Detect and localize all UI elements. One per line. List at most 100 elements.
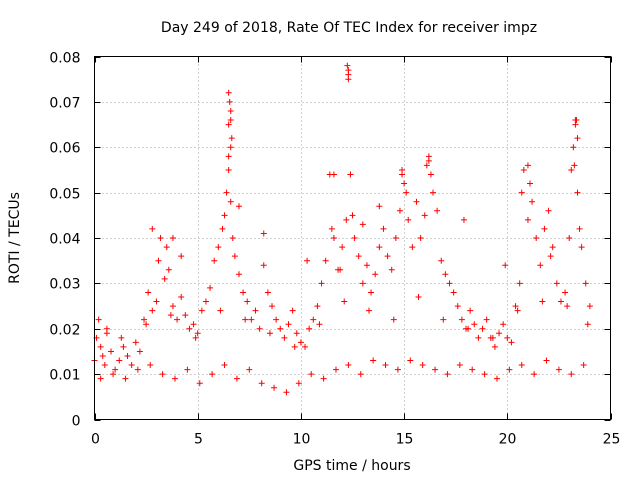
- data-point: [330, 171, 337, 178]
- data-point: [337, 266, 344, 273]
- data-point: [215, 244, 222, 251]
- data-point: [285, 321, 292, 328]
- data-point: [225, 121, 232, 128]
- x-axis-label: GPS time / hours: [293, 458, 410, 474]
- data-point: [415, 293, 422, 300]
- data-point: [582, 280, 589, 287]
- data-point: [118, 334, 125, 341]
- data-point: [295, 380, 302, 387]
- data-point: [169, 235, 176, 241]
- data-point: [427, 171, 434, 178]
- data-point: [425, 153, 432, 160]
- x-tick-label: 10: [293, 432, 311, 448]
- data-point: [149, 307, 156, 314]
- y-tick-label: 0.03: [49, 277, 80, 293]
- data-point: [192, 334, 199, 341]
- data-point: [190, 321, 197, 328]
- data-point: [388, 266, 395, 273]
- data-point: [171, 375, 178, 382]
- data-point: [403, 189, 410, 196]
- data-point: [344, 62, 351, 69]
- data-point: [330, 235, 337, 241]
- data-point: [531, 371, 538, 378]
- data-point: [465, 325, 472, 332]
- data-point: [273, 316, 280, 323]
- data-point: [405, 216, 412, 223]
- data-point: [196, 380, 203, 387]
- data-point: [566, 235, 573, 241]
- data-point: [235, 203, 242, 210]
- data-point: [438, 257, 445, 264]
- data-point: [186, 325, 193, 332]
- data-point: [101, 362, 108, 369]
- data-point: [355, 253, 362, 260]
- data-point: [570, 144, 577, 151]
- data-point: [442, 271, 449, 278]
- data-point: [572, 121, 579, 128]
- data-point: [256, 325, 263, 332]
- data-point: [316, 321, 323, 328]
- data-point: [227, 198, 234, 205]
- y-tick-label: 0.05: [49, 187, 80, 203]
- data-point: [322, 257, 329, 264]
- data-point: [194, 330, 201, 337]
- x-tick-label: 5: [194, 432, 203, 448]
- data-point: [167, 312, 174, 319]
- y-tick-label: 0.04: [49, 232, 80, 248]
- data-point: [541, 225, 548, 232]
- data-point: [157, 235, 164, 241]
- data-point: [174, 316, 181, 323]
- data-point: [209, 371, 216, 378]
- data-point: [512, 303, 519, 310]
- data-point: [269, 303, 276, 310]
- data-point: [450, 289, 457, 296]
- data-point: [318, 280, 325, 287]
- y-tick-label: 0.06: [49, 141, 80, 157]
- data-point: [518, 189, 525, 196]
- data-point: [502, 262, 509, 269]
- data-point: [504, 334, 511, 341]
- data-point: [116, 357, 123, 364]
- data-point: [147, 362, 154, 369]
- data-point: [475, 334, 482, 341]
- chart-title: Day 249 of 2018, Rate Of TEC Index for r…: [161, 20, 537, 36]
- data-point: [376, 203, 383, 210]
- x-tick-label: 0: [91, 432, 100, 448]
- data-point: [429, 189, 436, 196]
- data-point: [520, 166, 527, 173]
- data-point: [454, 303, 461, 310]
- data-point: [120, 343, 127, 350]
- data-point: [543, 357, 550, 364]
- x-tick-label: 20: [499, 432, 517, 448]
- data-point: [141, 316, 148, 323]
- data-point: [207, 284, 214, 291]
- data-point: [235, 271, 242, 278]
- data-point: [489, 334, 496, 341]
- data-point: [564, 303, 571, 310]
- data-point: [226, 98, 233, 105]
- data-point: [202, 298, 209, 305]
- data-point: [392, 235, 399, 241]
- data-point: [491, 343, 498, 350]
- data-point: [165, 266, 172, 273]
- data-point: [549, 244, 556, 251]
- data-point: [493, 375, 500, 382]
- data-point: [178, 253, 185, 260]
- data-point: [293, 330, 300, 337]
- data-point: [110, 371, 117, 378]
- data-point: [434, 207, 441, 214]
- data-point: [568, 371, 575, 378]
- data-point: [217, 307, 224, 314]
- data-point: [384, 253, 391, 260]
- data-point: [469, 366, 476, 373]
- data-point: [394, 366, 401, 373]
- x-tick-label: 25: [603, 432, 621, 448]
- plot-frame: [94, 56, 611, 420]
- data-point: [161, 275, 168, 282]
- data-point: [467, 307, 474, 314]
- data-point: [349, 212, 356, 219]
- data-point: [446, 280, 453, 287]
- data-point: [225, 89, 232, 96]
- data-point: [399, 171, 406, 178]
- data-point: [557, 298, 564, 305]
